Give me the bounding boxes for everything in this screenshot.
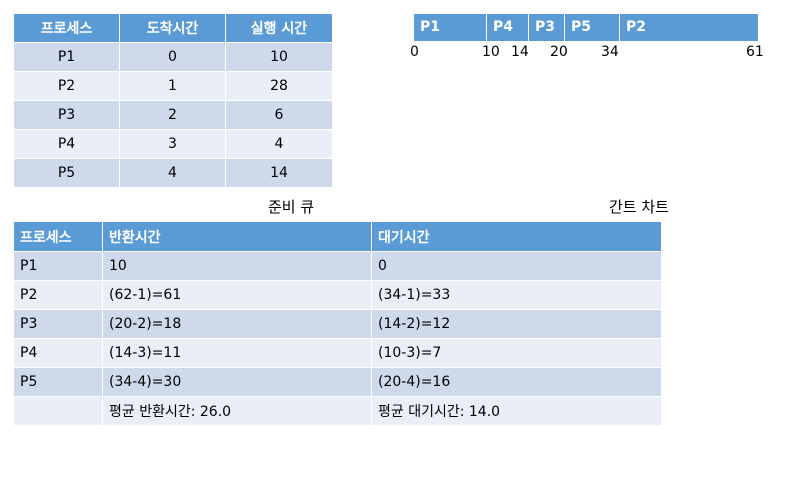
waiting-time: (20-4)=16 [371,367,662,397]
table-row: P3 2 6 [13,100,333,130]
gantt-tick: 34 [601,44,619,60]
arrival-time: 3 [119,129,226,159]
process-name: P2 [13,71,120,101]
gantt-segment-p3: P3 [528,14,564,41]
gantt-chart-label: 간트 차트 [609,198,669,216]
gantt-tick: 61 [746,44,764,60]
process-name: P1 [13,42,120,72]
waiting-time: (14-2)=12 [371,309,662,339]
waiting-time: 0 [371,251,662,281]
process-name: P5 [13,158,120,188]
table-row: P5 4 14 [13,158,333,188]
arrival-time: 0 [119,42,226,72]
header-arrival-time: 도착시간 [119,13,226,43]
process-name: P4 [13,129,120,159]
arrival-time: 1 [119,71,226,101]
process-table: 프로세스 도착시간 실행 시간 P1 0 10 P2 1 28 P3 2 6 P… [13,13,333,188]
gantt-tick: 14 [511,44,529,60]
arrival-time: 4 [119,158,226,188]
waiting-time: (10-3)=7 [371,338,662,368]
summary-empty [13,396,103,426]
gantt-segment-p1: P1 [420,19,441,35]
table-row: P2 1 28 [13,71,333,101]
arrival-time: 2 [119,100,226,130]
header-turnaround-time: 반환시간 [102,221,372,252]
burst-time: 4 [225,129,333,159]
process-name: P4 [13,338,103,368]
header-process: 프로세스 [13,13,120,43]
turnaround-time: (20-2)=18 [102,309,372,339]
table-row: P1 0 10 [13,42,333,72]
table-row: P4 (14-3)=11 (10-3)=7 [13,338,662,368]
process-name: P3 [13,309,103,339]
table-row: P1 10 0 [13,251,662,281]
process-name: P5 [13,367,103,397]
ready-queue-label: 준비 큐 [268,198,315,216]
turnaround-time: (62-1)=61 [102,280,372,310]
summary-row: 평균 반환시간: 26.0 평균 대기시간: 14.0 [13,396,662,426]
turnaround-time: (14-3)=11 [102,338,372,368]
process-name: P2 [13,280,103,310]
header-waiting-time: 대기시간 [371,221,662,252]
process-name: P1 [13,251,103,281]
header-process: 프로세스 [13,221,103,252]
process-table-header: 프로세스 도착시간 실행 시간 [13,13,333,43]
table-row: P2 (62-1)=61 (34-1)=33 [13,280,662,310]
burst-time: 10 [225,42,333,72]
turnaround-time: 10 [102,251,372,281]
gantt-tick: 20 [550,44,568,60]
average-waiting-time: 평균 대기시간: 14.0 [371,396,662,426]
burst-time: 14 [225,158,333,188]
gantt-segment-p4: P4 [486,14,528,41]
result-table: 프로세스 반환시간 대기시간 P1 10 0 P2 (62-1)=61 (34-… [13,221,662,426]
gantt-segment-p2: P2 [619,14,758,41]
result-table-header: 프로세스 반환시간 대기시간 [13,221,662,252]
burst-time: 6 [225,100,333,130]
table-row: P3 (20-2)=18 (14-2)=12 [13,309,662,339]
gantt-chart: P1 P4 P3 P5 P2 [414,14,758,41]
process-name: P3 [13,100,120,130]
gantt-tick: 10 [482,44,500,60]
gantt-tick: 0 [410,44,419,60]
average-turnaround-time: 평균 반환시간: 26.0 [102,396,372,426]
waiting-time: (34-1)=33 [371,280,662,310]
burst-time: 28 [225,71,333,101]
table-row: P4 3 4 [13,129,333,159]
turnaround-time: (34-4)=30 [102,367,372,397]
table-row: P5 (34-4)=30 (20-4)=16 [13,367,662,397]
header-burst-time: 실행 시간 [225,13,333,43]
gantt-segment-p5: P5 [564,14,619,41]
